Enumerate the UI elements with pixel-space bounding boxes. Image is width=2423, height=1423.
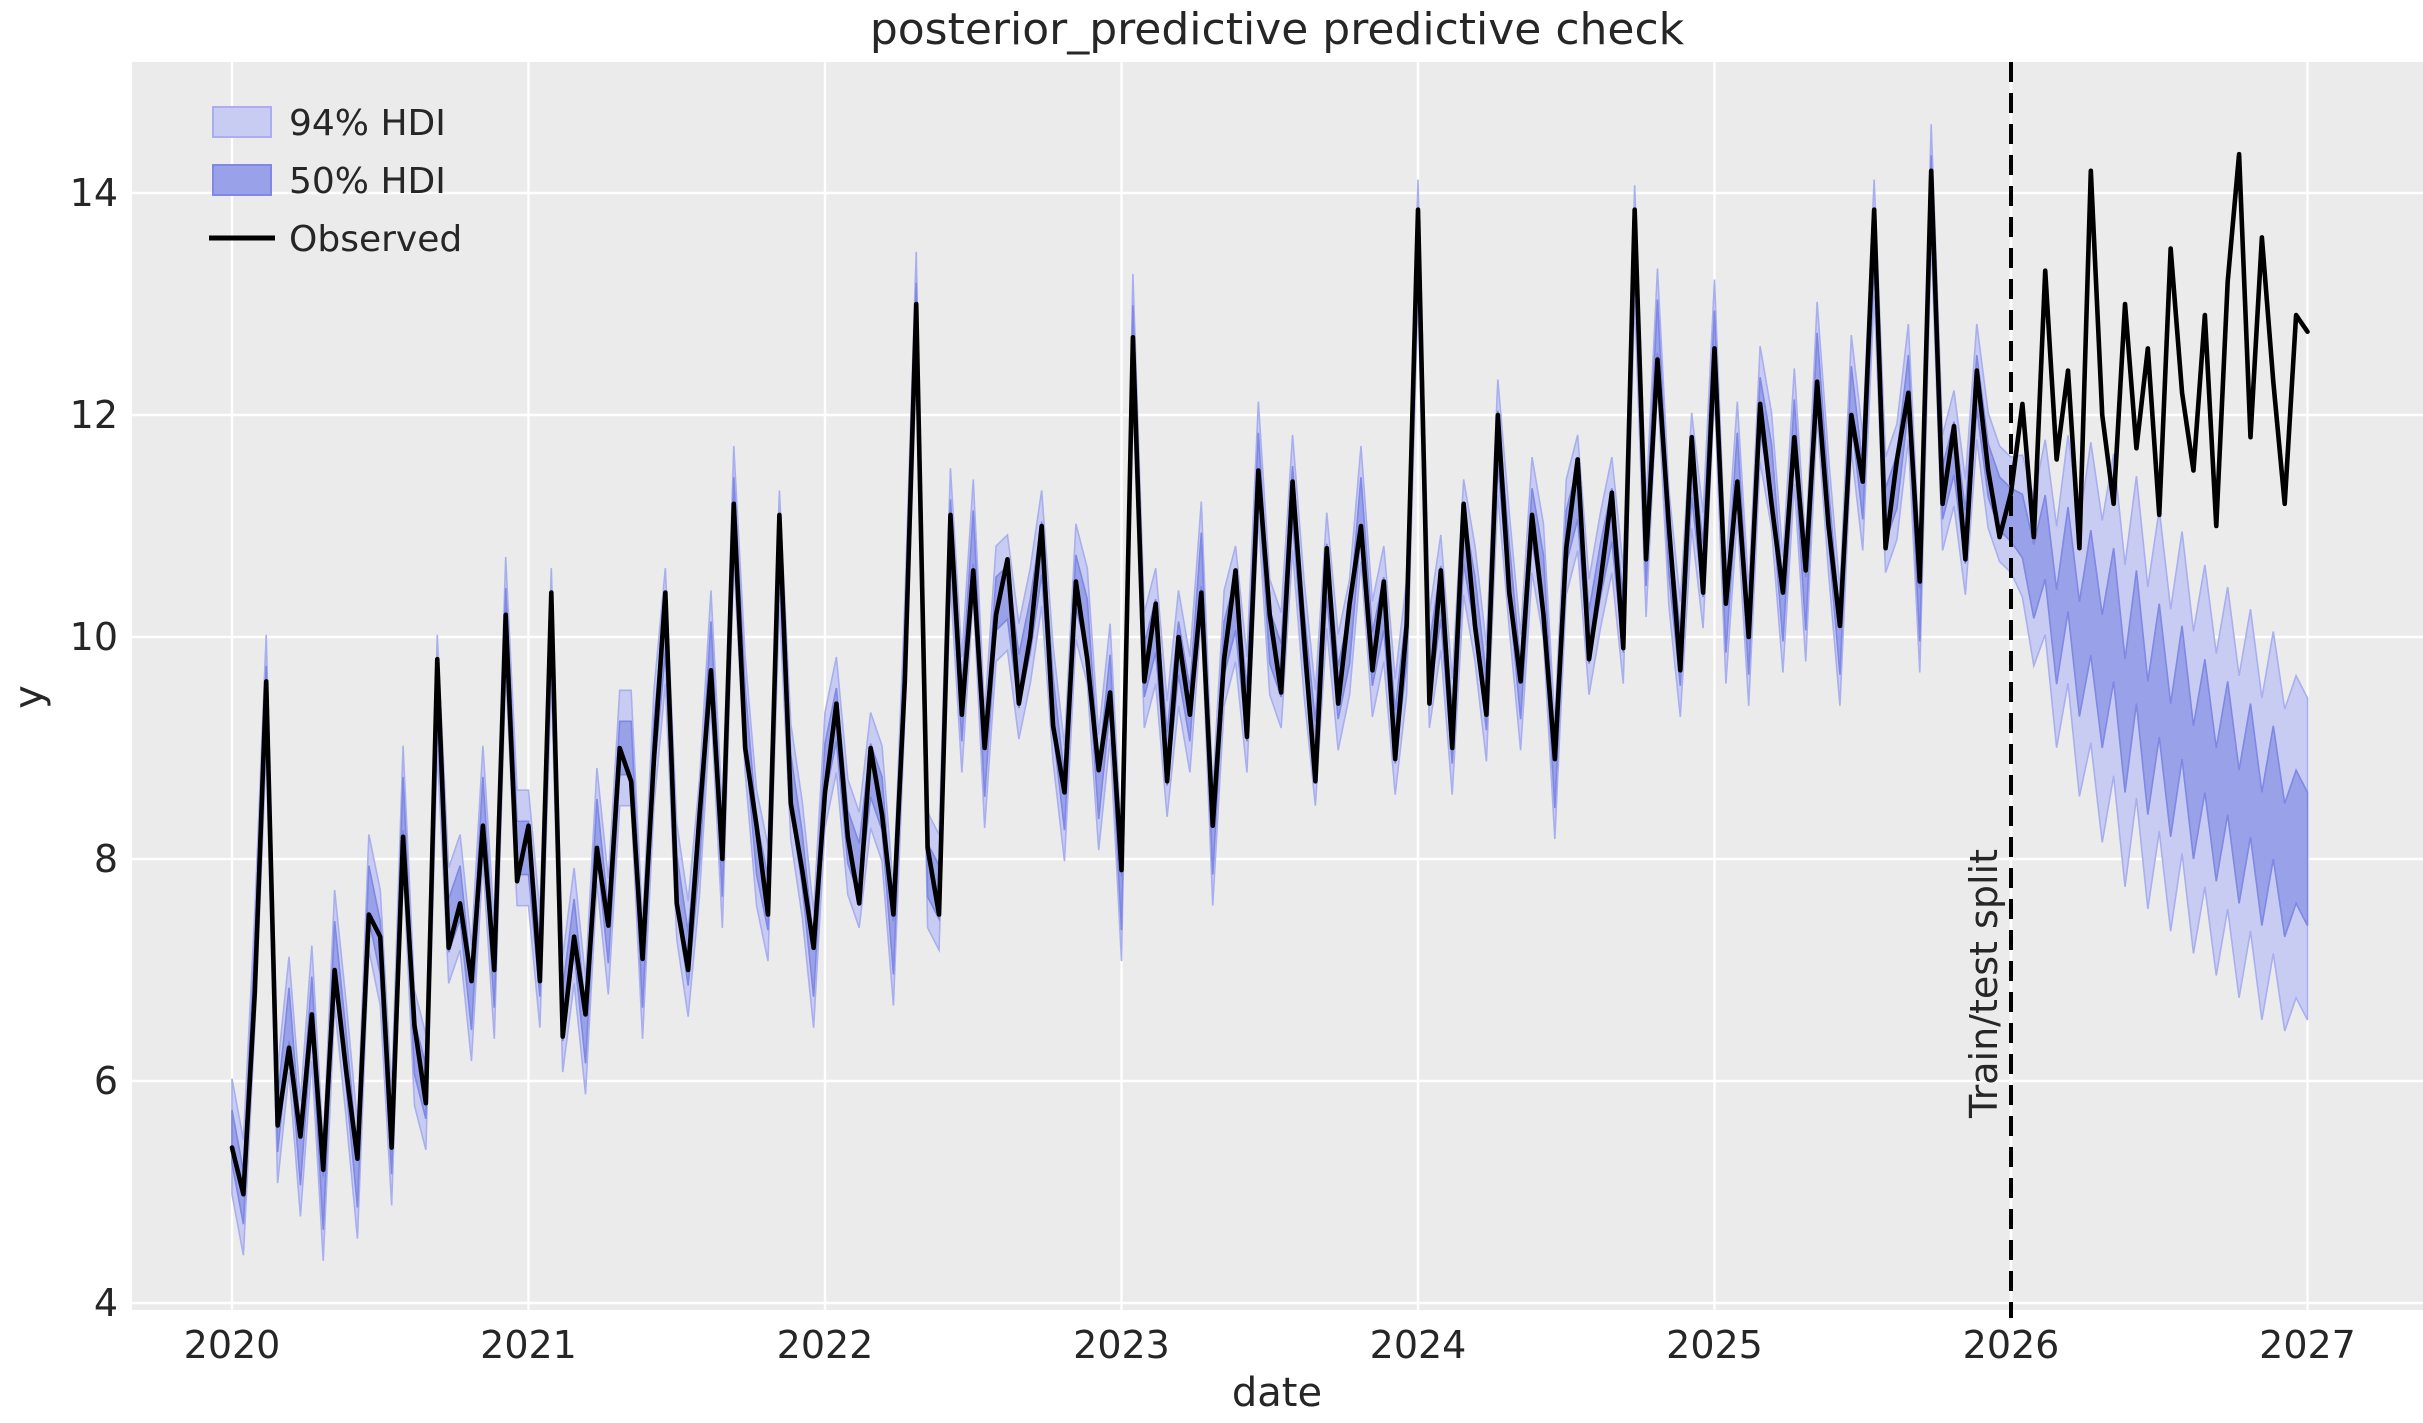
x-tick-label: 2023 [1073, 1323, 1170, 1367]
train-test-split-label: Train/test split [1962, 849, 2006, 1119]
x-tick-label: 2021 [480, 1323, 577, 1367]
legend-hdi94-swatch [212, 106, 272, 138]
y-tick-label: 8 [94, 837, 118, 881]
x-tick-label: 2027 [2259, 1323, 2356, 1367]
legend-observed-label: Observed [289, 219, 462, 260]
legend: 94% HDI 50% HDI Observed [209, 103, 462, 260]
y-axis-label: y [6, 685, 52, 709]
x-tick-label: 2020 [184, 1323, 281, 1367]
y-tick-label: 6 [94, 1059, 118, 1103]
chart-title: posterior_predictive predictive check [870, 4, 1685, 55]
legend-hdi50-label: 50% HDI [289, 161, 446, 202]
x-tick-label: 2025 [1666, 1323, 1763, 1367]
tick-layer: 2020 2021 2022 2023 2024 2025 2026 2027 4 6 8 10 12 1… [70, 171, 2356, 1367]
legend-hdi94-label: 94% HDI [289, 103, 446, 144]
observed-line [229, 151, 2310, 1197]
grid-layer [132, 62, 2423, 1310]
x-tick-label: 2026 [1963, 1323, 2060, 1367]
y-tick-label: 12 [70, 393, 118, 437]
x-tick-label: 2022 [777, 1323, 874, 1367]
x-tick-label: 2024 [1370, 1323, 1467, 1367]
y-tick-label: 4 [94, 1281, 118, 1325]
y-tick-label: 14 [70, 171, 118, 215]
legend-hdi50-swatch [212, 164, 272, 196]
x-axis-label: date [1232, 1370, 1322, 1416]
data-layer [229, 124, 2310, 1261]
y-tick-label: 10 [70, 615, 118, 659]
